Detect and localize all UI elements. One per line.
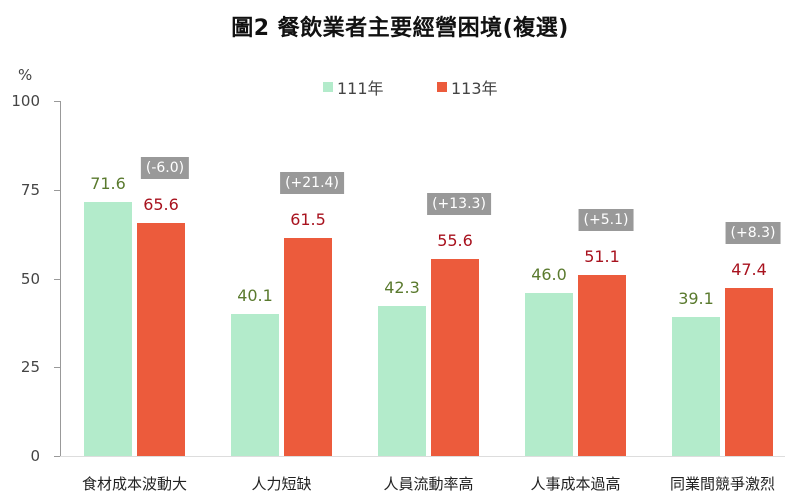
value-label-111: 39.1 — [678, 289, 714, 309]
change-badge: (+21.4) — [280, 171, 344, 194]
value-label-113: 51.1 — [584, 246, 620, 266]
legend-item-111: 111年 — [323, 75, 384, 99]
value-label-111: 42.3 — [384, 277, 420, 297]
value-label-111: 71.6 — [90, 173, 126, 193]
x-category-label: 人事成本過高 — [530, 475, 621, 493]
chart-title: 圖2 餐飲業者主要經營困境(複選) — [231, 16, 569, 41]
bar-113 — [725, 287, 773, 456]
y-tick-mark — [54, 456, 60, 457]
y-tick-mark — [54, 101, 60, 102]
bar-111 — [231, 313, 279, 456]
value-label-113: 55.6 — [437, 230, 473, 250]
legend-swatch-111 — [323, 82, 333, 92]
y-tick-mark — [54, 367, 60, 369]
bar-111 — [672, 317, 720, 456]
bar-113 — [284, 237, 332, 456]
x-category-label: 同業間競爭激烈 — [669, 475, 775, 493]
value-label-111: 46.0 — [531, 264, 567, 284]
y-tick-label: 25 — [20, 358, 40, 377]
x-axis — [60, 456, 785, 457]
legend-swatch-113 — [437, 82, 447, 92]
bar-113 — [578, 274, 626, 456]
x-category-label: 人員流動率高 — [383, 475, 474, 493]
bar-113 — [431, 258, 479, 456]
change-badge: (+13.3) — [427, 192, 491, 215]
bar-111 — [525, 292, 573, 456]
value-label-111: 40.1 — [237, 285, 273, 305]
change-badge: (+8.3) — [725, 221, 781, 244]
value-label-113: 65.6 — [143, 195, 179, 215]
legend-label-113: 113年 — [451, 79, 498, 98]
bar-113 — [137, 223, 185, 456]
y-tick-mark — [54, 189, 60, 191]
y-axis-unit: % — [18, 66, 33, 84]
bar-111 — [84, 201, 132, 456]
y-tick-mark — [54, 278, 60, 280]
x-category-label: 人力短缺 — [251, 475, 312, 493]
change-badge: (+5.1) — [578, 208, 634, 231]
x-category-label: 食材成本波動大 — [81, 475, 187, 493]
y-tick-label: 0 — [30, 447, 40, 465]
legend-label-111: 111年 — [337, 79, 384, 98]
y-tick-label: 50 — [20, 269, 40, 288]
y-tick-label: 100 — [11, 92, 40, 110]
y-tick-label: 75 — [20, 180, 40, 199]
bar-111 — [378, 305, 426, 456]
change-badge: (-6.0) — [140, 157, 190, 180]
y-axis — [60, 101, 61, 456]
value-label-113: 61.5 — [290, 209, 326, 229]
legend-item-113: 113年 — [437, 75, 498, 99]
value-label-113: 47.4 — [731, 259, 767, 279]
